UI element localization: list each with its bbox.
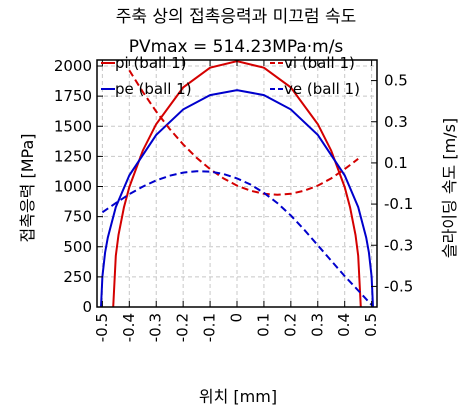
y-left-tick-label: 500 [63, 238, 92, 256]
x-axis-label: 위치 [mm] [199, 387, 277, 406]
y-axis-label-right: 슬라이딩 속도 [m/s] [440, 118, 459, 258]
y-left-tick-label: 750 [63, 208, 92, 226]
y-left-tick-label: 1750 [54, 87, 92, 105]
y-right-tick-label: -0.5 [384, 277, 413, 295]
legend-label: vi (ball 1) [284, 54, 355, 72]
x-tick-label: 0.2 [281, 313, 299, 337]
x-tick-label: -0.2 [174, 313, 192, 342]
legend-label: ve (ball 1) [284, 80, 360, 98]
x-tick-label: -0.1 [201, 313, 219, 342]
legend: pi (ball 1) pe (ball 1) vi (ball 1) ve (bal… [101, 54, 360, 98]
axes: -0.5 -0.4 -0.3 -0.2 -0.1 0 0.1 0.2 0.3 0.4 0.5 0 250… [54, 57, 413, 342]
series-line [100, 89, 374, 308]
chart-subtitle: PVmax = 514.23MPa·m/s [129, 37, 344, 57]
y-left-tick-label: 2000 [54, 57, 92, 75]
x-tick-label: -0.3 [147, 313, 165, 342]
legend-label: pe (ball 1) [115, 80, 192, 98]
legend-label: pi (ball 1) [115, 54, 187, 72]
x-tick-label: 0 [228, 313, 246, 323]
y-right-tick-label: 0.3 [384, 113, 408, 131]
y-right-tick-label: 0.1 [384, 154, 408, 172]
y-left-tick-label: 1000 [54, 178, 92, 196]
y-left-tick-label: 1500 [54, 117, 92, 135]
x-tick-label: -0.5 [93, 313, 111, 342]
chart-title: 주축 상의 접촉응력과 미끄럼 속도 [116, 7, 357, 27]
y-right-tick-label: -0.1 [384, 195, 413, 213]
y-left-tick-label: 250 [63, 268, 92, 286]
y-axis-label-left: 접촉응력 [MPa] [18, 134, 37, 243]
x-tick-label: 0.3 [308, 313, 326, 337]
y-right-tick-label: -0.3 [384, 236, 413, 254]
series-line [128, 69, 359, 196]
x-tick-label: -0.4 [120, 313, 138, 342]
x-tick-label: 0.1 [254, 313, 272, 337]
x-tick-label: 0.4 [335, 313, 353, 337]
y-right-tick-label: 0.5 [384, 72, 408, 90]
x-tick-label: 0.5 [362, 313, 380, 337]
y-left-tick-label: 1250 [54, 147, 92, 165]
y-left-tick-label: 0 [82, 298, 92, 316]
series-line [101, 170, 373, 306]
